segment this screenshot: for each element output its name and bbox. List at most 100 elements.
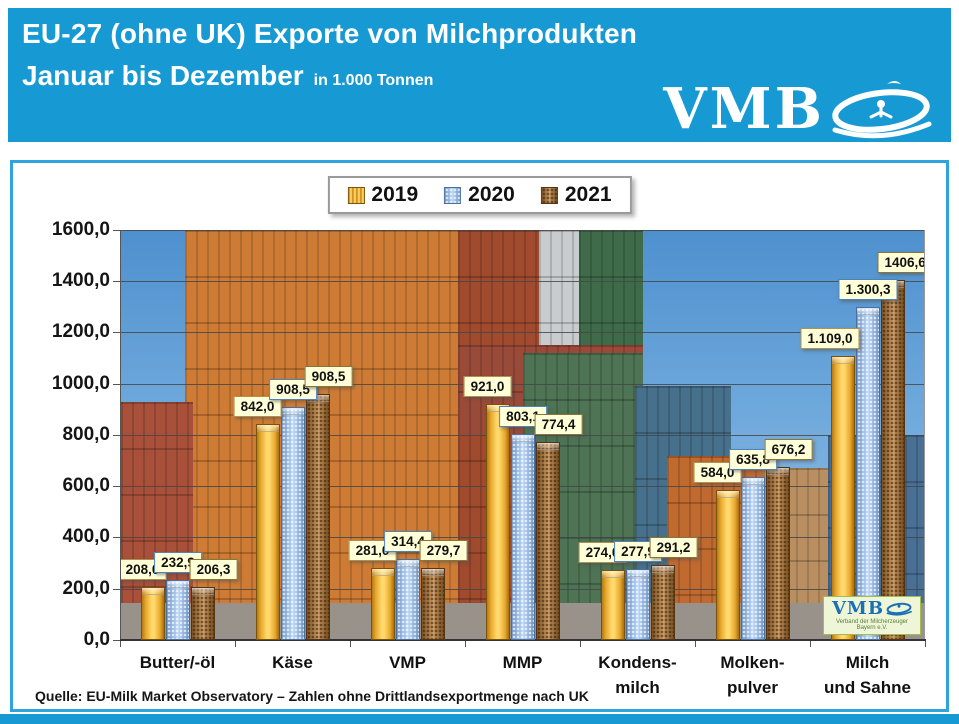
bar-2020	[741, 477, 765, 640]
y-axis-ticks	[113, 230, 120, 641]
y-axis-tick	[113, 332, 120, 333]
bar-2019	[371, 568, 395, 640]
category-label-line: Käse	[272, 653, 313, 672]
bar-2020	[396, 559, 420, 640]
x-axis-tick	[120, 641, 121, 647]
bar-group: 921,0 803,1 774,4	[463, 230, 583, 640]
bar-value-label: 921,0	[463, 376, 512, 397]
grid-line	[121, 332, 924, 333]
legend-key-2020	[444, 186, 462, 204]
bar-group: 842,0 908,5 908,5	[233, 230, 353, 640]
category-label-line: Molken-	[720, 653, 785, 672]
y-axis-tick	[113, 486, 120, 487]
grid-line	[121, 281, 924, 282]
bottom-accent-strip	[0, 714, 959, 724]
y-axis-tick	[113, 537, 120, 538]
bar-value-label: 908,5	[304, 366, 353, 387]
bar-2019	[601, 570, 625, 640]
bar-value-label: 279,7	[419, 540, 468, 561]
bar-value-label: 1.300,3	[838, 279, 898, 300]
page-title-line1: EU-27 (ohne UK) Exporte von Milchprodukt…	[22, 18, 638, 49]
vmb-watermark: VMB Verband der Milcherzeuger Bayern e.V…	[823, 595, 921, 635]
category-label: Butter/-öl	[120, 651, 235, 676]
category-label: Molken-pulver	[695, 651, 810, 700]
bar-2020	[626, 569, 650, 640]
bar-2020	[166, 580, 190, 640]
bar-2020	[281, 407, 305, 640]
vmb-swirl-icon	[832, 81, 932, 139]
bar-2019	[141, 587, 165, 640]
y-axis-labels: 0,0 200,0 400,0 600,0 800,0 1000,0 1200,0 1400,…	[13, 219, 110, 650]
page-title-unit: in 1.000 Tonnen	[313, 72, 434, 89]
plot-area: 208,0 232,9 206,3 842,0 908,5 908,5 281,0 314,4…	[120, 230, 925, 640]
category-label-line: MMP	[502, 653, 543, 672]
category-label: MMP	[465, 651, 580, 676]
legend-label: 2019	[371, 183, 419, 206]
bars-layer: 208,0 232,9 206,3 842,0 908,5 908,5 281,0 314,4…	[121, 230, 924, 640]
bar-value-label: 676,2	[764, 439, 813, 460]
bar-2021	[881, 280, 905, 640]
bar-2021	[306, 394, 330, 640]
y-axis-tick	[113, 435, 120, 436]
y-tick-label: 1000,0	[51, 373, 110, 394]
source-note: Quelle: EU-Milk Market Observatory – Zah…	[35, 688, 589, 704]
bar-2021	[651, 565, 675, 640]
bar-value-label: 206,3	[189, 559, 238, 580]
y-tick-label: 800,0	[62, 424, 110, 445]
legend-key-2019	[347, 186, 365, 204]
bar-group: 584,0 635,8 676,2	[693, 230, 813, 640]
vmb-logo-text: VMB	[663, 76, 825, 142]
bar-2020	[511, 434, 535, 640]
y-tick-label: 600,0	[62, 475, 110, 496]
category-label: Käse	[235, 651, 350, 676]
legend-label: 2021	[564, 183, 612, 206]
legend-item: 2020	[444, 183, 515, 207]
bar-value-label: 774,4	[534, 414, 583, 435]
bar-group: 1.109,0 1.300,3 1406,6	[800, 230, 924, 640]
bar-2021	[191, 587, 215, 640]
category-label-line: Milch	[845, 653, 890, 672]
x-axis-tick	[925, 641, 926, 647]
x-axis-tick	[235, 641, 236, 647]
bar-group: 281,0 314,4 279,7	[348, 230, 468, 640]
x-axis-tick	[810, 641, 811, 647]
bar-2019	[831, 356, 855, 640]
category-label-line: VMP	[389, 653, 426, 672]
bar-group: 208,0 232,9 206,3	[121, 230, 238, 640]
x-axis-tick	[465, 641, 466, 647]
vmb-watermark-text: VMB	[832, 598, 912, 619]
y-tick-label: 200,0	[62, 578, 110, 599]
bar-value-label: 1406,6	[877, 252, 924, 273]
bar-value-label: 1.109,0	[800, 328, 860, 349]
x-axis-line	[120, 639, 926, 641]
y-axis-tick	[113, 384, 120, 385]
y-tick-label: 0,0	[83, 629, 110, 650]
vmb-watermark-swirl-icon	[886, 603, 912, 616]
bar-2020	[856, 307, 880, 640]
bar-group: 274,0 277,9 291,2	[578, 230, 698, 640]
legend-item: 2019	[347, 183, 418, 207]
page-title-line2-row: Januar bis Dezember in 1.000 Tonnen	[22, 60, 433, 92]
y-axis-tick	[113, 589, 120, 590]
chart-container: 2019 2020 2021 0,0 200,0 400,0 600,0 800,0 1000…	[10, 160, 949, 712]
bar-2021	[766, 467, 790, 640]
bar-2019	[486, 404, 510, 640]
legend-item: 2021	[540, 183, 612, 207]
y-axis-tick	[113, 640, 120, 641]
legend-label: 2020	[468, 183, 515, 206]
category-label: Kondens-milch	[580, 651, 695, 700]
legend-key-2021	[540, 186, 558, 204]
category-label-line: und Sahne	[824, 677, 911, 697]
category-label: VMP	[350, 651, 465, 676]
y-tick-label: 1600,0	[51, 219, 110, 240]
category-label-line: Butter/-öl	[139, 653, 216, 672]
category-label-line: milch	[615, 677, 660, 697]
x-axis-tick	[580, 641, 581, 647]
x-axis-tick	[350, 641, 351, 647]
category-label-line: Kondens-	[598, 653, 677, 672]
bar-value-label: 842,0	[233, 396, 282, 417]
vmb-watermark-word: VMB	[831, 597, 885, 619]
grid-line	[121, 230, 924, 231]
y-tick-label: 400,0	[62, 526, 110, 547]
y-axis-tick	[113, 230, 120, 231]
